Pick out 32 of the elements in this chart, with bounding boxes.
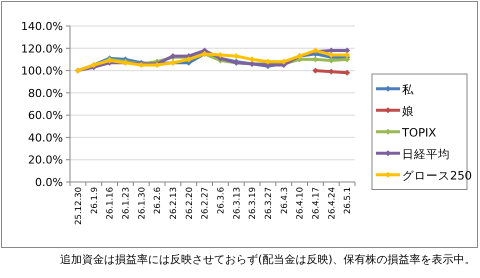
legend-label: 私 xyxy=(402,82,415,96)
x-tick-label: 26.4.10 xyxy=(296,187,306,220)
x-tick-label: 26.1.9 xyxy=(90,187,100,214)
x-tick-label: 26.2.13 xyxy=(168,187,179,220)
x-tick-label: 26.3.13 xyxy=(232,187,242,220)
x-tick-label: 26.3.6 xyxy=(216,187,226,214)
y-tick-label: 0.0% xyxy=(35,176,63,189)
legend-label: TOPIX xyxy=(401,125,436,140)
y-tick-label: 80.0% xyxy=(28,86,63,100)
x-tick-label: 26.2.6 xyxy=(153,187,164,214)
y-tick-label: 60.0% xyxy=(28,109,63,122)
y-tick-label: 120.0% xyxy=(21,42,63,56)
y-tick-label: 100.0% xyxy=(21,64,63,78)
x-tick-label: 26.4.17 xyxy=(311,187,322,220)
x-tick-label: 26.1.16 xyxy=(106,187,116,220)
x-tick-label: 26.1.30 xyxy=(137,187,148,220)
y-tick-label: 20.0% xyxy=(28,154,63,167)
x-tick-label: 25.12.30 xyxy=(74,187,84,225)
x-tick-label: 26.2.27 xyxy=(200,187,211,220)
legend-label: グロース250 xyxy=(402,168,472,182)
legend-label: 娘 xyxy=(402,104,414,118)
text: 追加資金は損益率には反映させておらず(配当金は反映)、保有株の損益率を表示中。 xyxy=(60,253,476,266)
x-tick-label: 26.3.27 xyxy=(264,187,274,220)
y-tick-label: 140.0% xyxy=(21,20,63,33)
x-tick-label: 26.3.19 xyxy=(248,187,258,220)
y-tick-label: 40.0% xyxy=(28,131,63,144)
legend-label: 日経平均 xyxy=(402,146,450,161)
x-tick-label: 26.4.24 xyxy=(327,187,338,220)
x-tick-label: 26.1.23 xyxy=(121,187,132,220)
x-tick-label: 26.2.20 xyxy=(184,187,195,220)
x-tick-label: 26.4.3 xyxy=(280,187,290,214)
x-tick-label: 26.5.1 xyxy=(343,187,354,214)
